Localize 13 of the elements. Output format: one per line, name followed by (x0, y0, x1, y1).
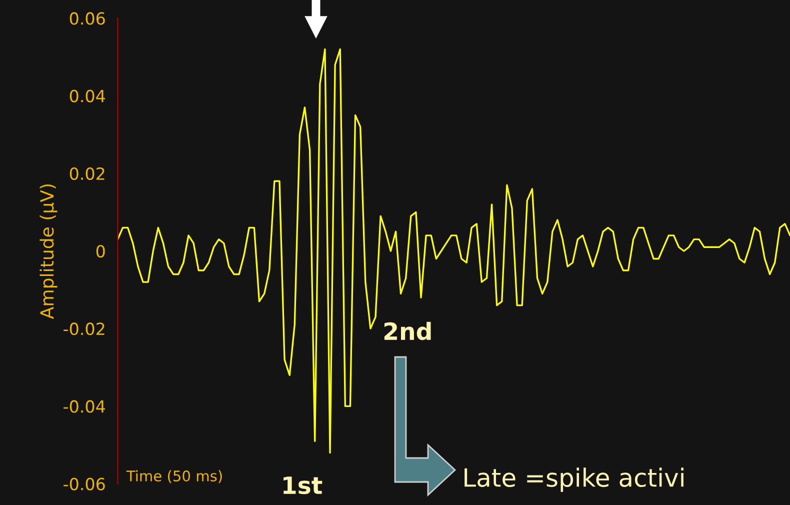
y-axis-title: Amplitude (µV) (40, 184, 58, 319)
y-tick-label: 0.04 (70, 90, 105, 102)
annotation: 2nd (384, 322, 431, 340)
y-tick-label: 0.02 (70, 167, 104, 180)
y-tick-label: 0 (96, 244, 105, 258)
y-tick-label: -0.02 (64, 322, 104, 336)
annotation: 1st (284, 476, 322, 494)
y-tick-label: -0.06 (64, 478, 105, 490)
annotation: Late =spike activi (464, 468, 684, 492)
line-series (118, 48, 790, 454)
y-tick-label: -0.04 (64, 400, 105, 413)
x-axis-title: Time (50 ms) (126, 470, 222, 484)
y-tick-label: 0.06 (70, 12, 105, 25)
